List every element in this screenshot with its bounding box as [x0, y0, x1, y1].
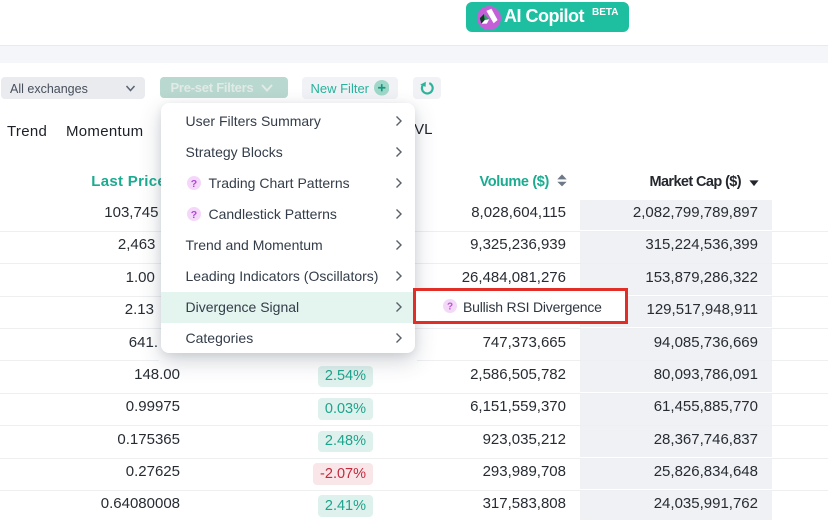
- svg-text:?: ?: [447, 302, 453, 313]
- svg-text:?: ?: [191, 209, 197, 221]
- svg-text:?: ?: [191, 178, 197, 190]
